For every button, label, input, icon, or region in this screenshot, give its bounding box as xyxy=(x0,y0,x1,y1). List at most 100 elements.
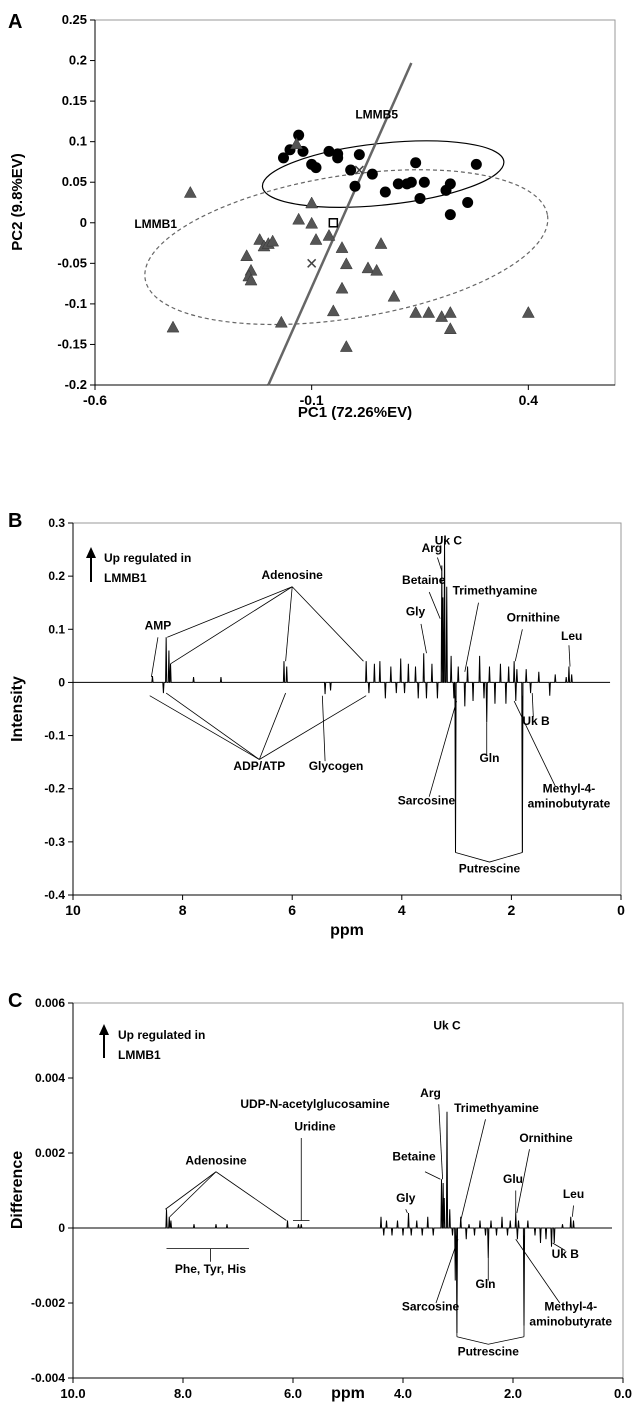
lmmb1-point xyxy=(435,310,449,322)
peak-label: Adenosine xyxy=(185,1153,247,1167)
lmmb5-point xyxy=(444,178,456,190)
lmmb1-point xyxy=(387,289,401,302)
lmmb1-point xyxy=(422,305,436,318)
annotation-leader xyxy=(259,695,367,760)
lmmb5-point xyxy=(353,149,365,161)
annotation-leader xyxy=(513,700,556,787)
annotation-leader xyxy=(149,695,260,760)
peak-label: Trimethyamine xyxy=(454,1101,539,1115)
y-tick-label: -0.002 xyxy=(31,1296,65,1310)
legend-note-c: Up regulated in xyxy=(118,1028,205,1042)
annotation-leader xyxy=(438,1104,443,1180)
peak-label: Sarcosine xyxy=(402,1300,460,1314)
x-tick-label: 2 xyxy=(508,902,516,918)
annotation-leader xyxy=(435,1239,459,1304)
y-axis-label-b: Intensity xyxy=(9,676,26,742)
x-tick-label: 6 xyxy=(288,902,296,918)
y-tick-label: -0.4 xyxy=(44,888,65,902)
peak-label: Ornithine xyxy=(507,610,561,624)
lmmb1-point xyxy=(335,241,349,253)
lmmb1-point xyxy=(322,228,336,241)
peak-label: Glu xyxy=(503,1172,523,1186)
panel-c: C -0.004 -0.002 0 0.002 0.004 0.006 10.0 8.0 6.0… xyxy=(8,990,632,1402)
lmmb1-point xyxy=(409,305,423,318)
peak-label: Ornithine xyxy=(519,1131,573,1145)
x-marker-stroke xyxy=(307,258,317,268)
peak-label: Phe, Tyr, His xyxy=(175,1262,246,1276)
annotation-leader xyxy=(552,1242,566,1251)
x-tick-label: 0 xyxy=(617,902,625,918)
peak-label: Putrescine xyxy=(458,1345,520,1359)
ellipse-lmmb5 xyxy=(261,140,505,208)
group-label: LMMB1 xyxy=(134,217,177,231)
peak-label: ADP/ATP xyxy=(233,759,285,773)
nmr-spectrum-line xyxy=(73,538,611,853)
annotation-leader xyxy=(572,1205,574,1217)
lmmb1-point xyxy=(292,212,306,225)
putrescine-bracket xyxy=(456,1336,525,1345)
peak-label: Leu xyxy=(561,629,582,643)
y-tick-label: -0.15 xyxy=(57,336,87,351)
peak-label: Uk C xyxy=(435,533,463,547)
lmmb1-point xyxy=(305,196,319,209)
y-tick-label: 0 xyxy=(80,215,87,230)
putrescine-bracket xyxy=(455,852,523,863)
peak-label: Uk B xyxy=(522,714,550,728)
peak-label: Gly xyxy=(396,1191,416,1205)
peak-label: Methyl-4- xyxy=(543,781,596,795)
difference-spectrum-line xyxy=(73,1111,612,1334)
lmmb5-point xyxy=(278,152,289,164)
annotation-leader xyxy=(169,1171,217,1218)
peak-label: Gln xyxy=(476,1277,496,1291)
peak-label: AMP xyxy=(145,618,172,632)
y-tick-label: 0.006 xyxy=(35,996,65,1010)
y-axis-label-a: PC2 (9.8%EV) xyxy=(9,153,26,251)
x-marker-icon xyxy=(354,165,364,175)
y-tick-label: 0.1 xyxy=(48,622,65,636)
annotation-leader xyxy=(516,1149,530,1214)
legend-group-c: LMMB1 xyxy=(118,1048,161,1062)
x-tick-label: 8.0 xyxy=(174,1386,192,1401)
y-tick-label: -0.05 xyxy=(57,255,87,270)
y-tick-label: 0.2 xyxy=(48,569,65,583)
annotation-leader xyxy=(437,557,443,571)
lmmb5-point xyxy=(405,176,417,188)
peak-label: aminobutyrate xyxy=(528,796,611,810)
lmmb1-point xyxy=(244,273,258,286)
y-tick-label: 0.3 xyxy=(48,516,65,530)
peak-label: Sarcosine xyxy=(398,794,456,808)
x-tick-label: 4.0 xyxy=(394,1386,412,1401)
y-tick-label: 0.15 xyxy=(62,93,87,108)
annotation-leader xyxy=(531,693,534,717)
y-tick-label: -0.004 xyxy=(31,1371,65,1385)
x-marker-icon xyxy=(307,258,317,268)
peak-label: Adenosine xyxy=(262,568,324,582)
annotation-leader xyxy=(165,692,260,760)
lmmb5-point xyxy=(293,129,305,141)
panel-label-b: B xyxy=(8,510,22,532)
y-tick-label: 0 xyxy=(58,1221,65,1235)
annotation-leader xyxy=(150,637,159,678)
peak-label: Gln xyxy=(479,751,499,765)
lmmb5-point xyxy=(444,209,456,221)
panel-label-a: A xyxy=(8,11,22,33)
x-tick-label: 10.0 xyxy=(60,1386,85,1401)
y-tick-label: 0.2 xyxy=(69,53,87,68)
group-label: LMMB5 xyxy=(355,107,398,121)
x-tick-label: -0.1 xyxy=(300,392,324,408)
lmmb5-point xyxy=(414,192,426,204)
panel-b: B -0.4 -0.3 -0.2 -0.1 0 0.1 0.2 0.3 10 8 6 4 2 0 AMP A… xyxy=(8,510,625,939)
lmmb1-point xyxy=(266,234,280,247)
annotation-leader xyxy=(215,1171,287,1221)
y-tick-label: -0.2 xyxy=(44,782,65,796)
lmmb1-point xyxy=(166,320,180,333)
peak-label: Arg xyxy=(420,1086,441,1100)
lmmb5-point xyxy=(332,152,344,164)
y-tick-label: 0.004 xyxy=(35,1071,65,1085)
discriminant-line xyxy=(267,62,413,386)
annotation-leader xyxy=(405,1209,408,1214)
annotation-leader xyxy=(167,586,293,638)
x-tick-label: 0.4 xyxy=(519,392,539,408)
peak-label: Betaine xyxy=(392,1150,436,1164)
lmmb5-point xyxy=(462,197,474,208)
